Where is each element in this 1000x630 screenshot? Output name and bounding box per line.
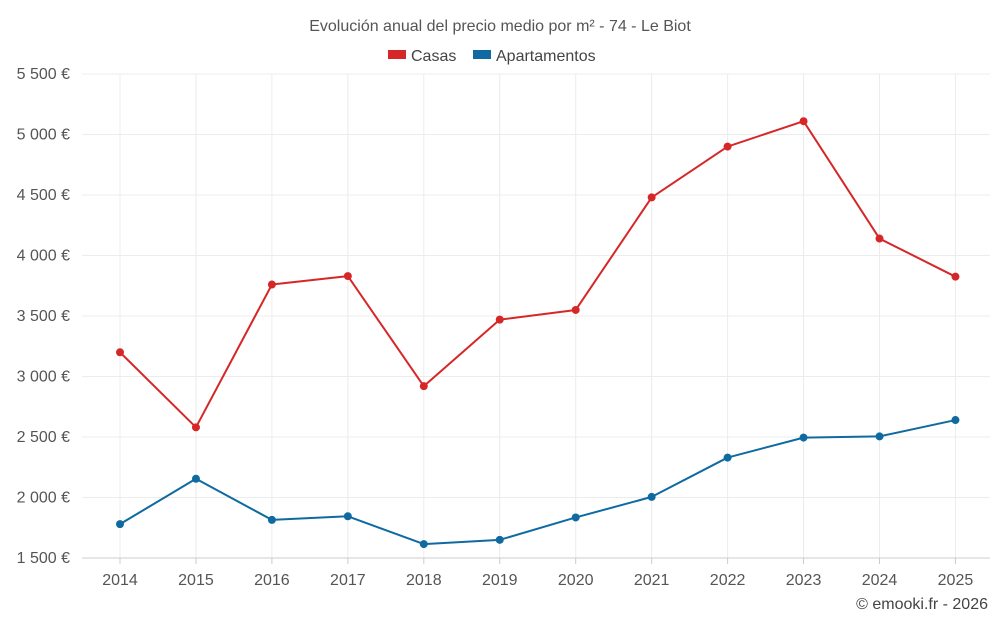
data-point-casas (723, 142, 732, 151)
legend-label-apartamentos: Apartamentos (496, 48, 596, 65)
data-point-apartamentos (723, 453, 732, 462)
data-point-casas (343, 272, 352, 281)
y-tick-label: 2 000 € (17, 490, 70, 507)
x-tick-label: 2017 (330, 572, 366, 589)
data-point-apartamentos (799, 433, 808, 442)
legend-item-apartamentos: Apartamentos (473, 48, 596, 65)
legend-swatch-casas (388, 50, 406, 59)
legend-item-casas: Casas (388, 48, 456, 65)
x-tick-label: 2022 (710, 572, 746, 589)
axes: 1 500 € 2 000 € 2 500 € 3 000 € 3 500 € 4 000… (17, 66, 990, 589)
x-tick-label: 2020 (558, 572, 594, 589)
y-tick-label: 4 000 € (17, 248, 70, 265)
data-point-casas (951, 272, 960, 281)
data-point-casas (875, 234, 884, 243)
legend-swatch-apartamentos (473, 50, 491, 59)
x-tick-label: 2024 (862, 572, 898, 589)
legend: Casas Apartamentos (388, 48, 596, 65)
x-tick-label: 2015 (178, 572, 214, 589)
x-tick-label: 2019 (482, 572, 518, 589)
x-tick-label: 2018 (406, 572, 442, 589)
y-tick-label: 5 000 € (17, 127, 70, 144)
data-point-casas (799, 117, 808, 126)
y-tick-label: 3 000 € (17, 369, 70, 386)
series-line-casas (119, 120, 956, 429)
x-tick-label: 2016 (254, 572, 290, 589)
y-tick-label: 4 500 € (17, 187, 70, 204)
x-tick-label: 2021 (634, 572, 670, 589)
data-point-apartamentos (191, 474, 200, 483)
data-point-casas (647, 193, 656, 202)
data-point-apartamentos (875, 432, 884, 441)
data-point-casas (419, 382, 428, 391)
series-line-apartamentos (119, 419, 956, 546)
data-point-apartamentos (419, 540, 428, 549)
x-tick-label: 2023 (786, 572, 822, 589)
legend-label-casas: Casas (411, 48, 456, 65)
y-tick-label: 1 500 € (17, 550, 70, 567)
data-point-apartamentos (951, 416, 960, 425)
footer-credit: © emooki.fr - 2026 (856, 596, 988, 613)
y-tick-label: 3 500 € (17, 308, 70, 325)
data-point-apartamentos (495, 535, 504, 544)
y-tick-label: 5 500 € (17, 66, 70, 83)
data-point-casas (571, 305, 580, 314)
x-tick-label: 2014 (102, 572, 138, 589)
data-point-apartamentos (571, 513, 580, 522)
data-point-apartamentos (647, 492, 656, 501)
data-point-casas (116, 348, 124, 357)
chart-title: Evolución anual del precio medio por m² … (309, 18, 691, 35)
data-point-casas (495, 315, 504, 324)
data-point-apartamentos (116, 520, 124, 529)
x-tick-label: 2025 (938, 572, 974, 589)
data-point-casas (191, 423, 200, 432)
y-tick-label: 2 500 € (17, 429, 70, 446)
data-point-casas (267, 280, 276, 289)
data-point-apartamentos (343, 512, 352, 521)
data-point-apartamentos (267, 515, 276, 524)
series-layer (116, 117, 960, 549)
